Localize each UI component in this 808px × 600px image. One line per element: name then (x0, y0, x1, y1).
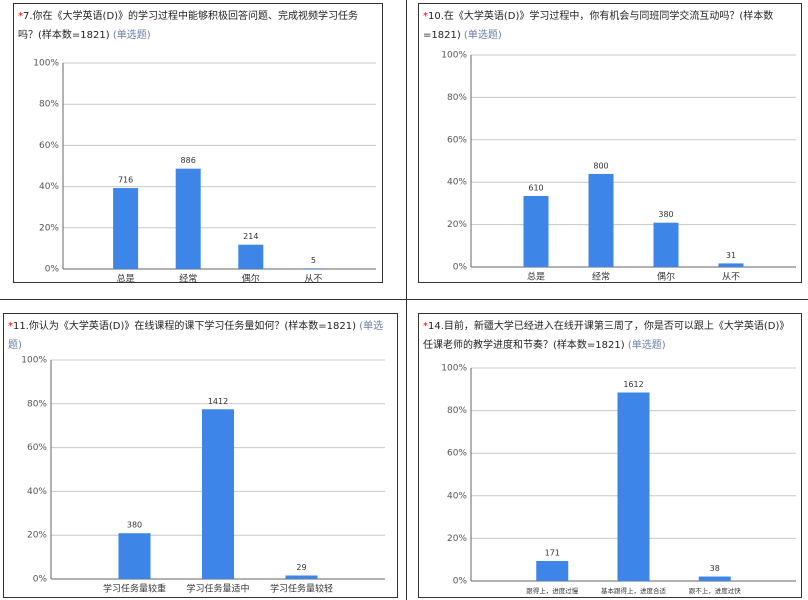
bar (718, 263, 744, 267)
chart: 0% 20% 40% 60% 80% 100% 跟得上，进度过慢 171 基本跟得上，进度合适 1… (441, 364, 796, 595)
bar (617, 392, 650, 581)
x-tick-label: 学习任务量适中 (186, 583, 249, 595)
y-tick-label: 20% (447, 220, 467, 230)
x-tick-label: 偶尔 (242, 273, 260, 285)
y-tick-label: 40% (447, 491, 467, 501)
y-tick-label: 40% (27, 487, 47, 497)
x-tick-label: 经常 (179, 273, 197, 285)
y-tick-label: 0% (453, 263, 468, 273)
bar (300, 268, 326, 269)
chart-panel: 0% 20% 40% 60% 80% 100% 总是 610 经常 800 偶尔 380 从不 31 *10… (418, 3, 802, 283)
x-tick-label: 基本跟得上，进度合适 (601, 586, 667, 595)
chart: 0% 20% 40% 60% 80% 100% 总是 716 经常 886 偶尔 214 从不 5 (33, 59, 376, 285)
x-tick-label: 跟得上，进度过慢 (526, 586, 579, 595)
chart-title: *7.你在《大学英语(D)》的学习过程中能够积极回答问题、完成视频学习任务吗？(… (18, 7, 378, 45)
data-label: 38 (710, 564, 720, 573)
chart-title: *10.在《大学英语(D)》学习过程中，你有机会与同班同学交流互动吗？(样本数=… (423, 7, 797, 45)
data-label: 31 (726, 251, 736, 260)
marker: * (18, 11, 23, 22)
marker: * (423, 321, 428, 332)
marker: * (8, 321, 13, 332)
bar (113, 188, 139, 269)
chart-panel: 0% 20% 40% 60% 80% 100% 学习任务量较重 380 学习任务量适中 1412 学… (3, 313, 398, 598)
y-tick-label: 40% (447, 178, 467, 188)
y-tick-label: 60% (447, 135, 467, 145)
x-tick-label: 跟不上，进度过快 (689, 586, 742, 595)
data-label: 29 (296, 563, 306, 572)
chart-panel: 0% 20% 40% 60% 80% 100% 总是 716 经常 886 偶尔 214 从不 5 *7.你… (13, 3, 383, 285)
x-tick-label: 学习任务量较轻 (270, 583, 333, 595)
y-tick-label: 20% (39, 223, 59, 233)
x-tick-label: 从不 (722, 272, 740, 283)
chart-panel: 0% 20% 40% 60% 80% 100% 跟得上，进度过慢 171 基本跟得上，进度合适 1… (418, 313, 802, 598)
data-label: 214 (243, 232, 258, 241)
x-tick-label: 总是 (117, 273, 135, 285)
bar (536, 560, 569, 581)
x-tick-label: 偶尔 (657, 271, 675, 283)
data-label: 1612 (623, 380, 643, 389)
title-note: (单选题) (8, 321, 384, 351)
chart-title: *14.目前，新疆大学已经进入在线开课第三周了，你是否可以跟上《大学英语(D)》… (423, 317, 797, 355)
y-tick-label: 20% (27, 531, 47, 541)
bar (202, 409, 234, 579)
bar (118, 533, 151, 579)
chart-title: *11.你认为《大学英语(D)》在线课程的课下学习任务量如何？(样本数=1821… (8, 317, 393, 355)
bar (588, 173, 614, 267)
data-label: 800 (593, 161, 608, 170)
data-label: 716 (118, 176, 133, 185)
data-label: 5 (311, 256, 316, 265)
y-tick-label: 80% (39, 100, 59, 110)
bar (698, 576, 731, 581)
x-tick-label: 经常 (592, 271, 610, 283)
x-tick-label: 从不 (304, 274, 322, 285)
y-tick-label: 60% (39, 141, 59, 151)
chart: 0% 20% 40% 60% 80% 100% 学习任务量较重 380 学习任务量适中 1412 学… (21, 356, 385, 595)
x-tick-label: 学习任务量较重 (103, 583, 166, 595)
y-tick-label: 80% (27, 399, 47, 409)
y-tick-label: 60% (447, 449, 467, 459)
y-tick-label: 100% (441, 51, 467, 61)
y-tick-label: 20% (447, 534, 467, 544)
bar (653, 222, 679, 267)
divider (0, 299, 808, 300)
y-tick-label: 80% (447, 406, 467, 416)
y-tick-label: 60% (27, 443, 47, 453)
y-tick-label: 40% (39, 182, 59, 192)
title: 7.你在《大学英语(D)》的学习过程中能够积极回答问题、完成视频学习任务吗？(样… (18, 11, 359, 41)
title-note: (单选题) (627, 340, 666, 351)
data-label: 886 (181, 156, 196, 165)
title-note: (单选题) (463, 30, 502, 41)
chart: 0% 20% 40% 60% 80% 100% 总是 610 经常 800 偶尔 380 从不 31 (441, 51, 796, 283)
y-tick-label: 100% (441, 364, 467, 374)
data-label: 380 (127, 521, 142, 530)
bar (285, 575, 318, 579)
title-note: (单选题) (112, 30, 151, 41)
divider (406, 0, 407, 600)
x-tick-label: 总是 (527, 271, 545, 283)
data-label: 380 (658, 210, 673, 219)
y-tick-label: 0% (453, 577, 468, 587)
y-tick-label: 80% (447, 93, 467, 103)
title: 11.你认为《大学英语(D)》在线课程的课下学习任务量如何？(样本数=1821) (13, 321, 357, 332)
y-tick-label: 0% (45, 265, 60, 275)
bar (523, 195, 549, 267)
data-label: 1412 (208, 397, 228, 406)
bar (175, 168, 201, 269)
y-tick-label: 100% (21, 356, 47, 366)
data-label: 610 (528, 183, 543, 192)
y-tick-label: 0% (33, 575, 48, 585)
data-label: 171 (545, 548, 560, 557)
bar (238, 244, 264, 269)
title: 14.目前，新疆大学已经进入在线开课第三周了，你是否可以跟上《大学英语(D)》任… (423, 321, 790, 351)
y-tick-label: 100% (33, 59, 59, 69)
marker: * (423, 11, 428, 22)
title: 10.在《大学英语(D)》学习过程中，你有机会与同班同学交流互动吗？(样本数=1… (423, 11, 774, 41)
